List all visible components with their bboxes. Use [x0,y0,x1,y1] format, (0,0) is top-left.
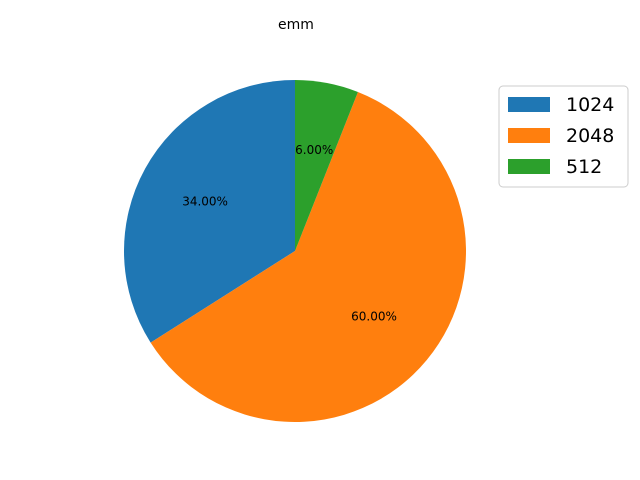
pie-slice-512 [295,80,358,251]
pie-slice-label-1024: 34.00% [182,195,228,209]
legend-label-1024: 1024 [566,94,614,116]
pie-slice-label-512: 6.00% [295,143,333,157]
pie-slice-1024 [123,79,295,343]
chart-title: emm [278,17,314,33]
legend-swatch-2048 [508,128,550,143]
pie-slice-label-2048: 60.00% [351,309,397,323]
legend: 1024 2048 512 [498,85,629,188]
pie-slice-labels: 34.00% 60.00% 6.00% [182,143,397,323]
legend-label-512: 512 [566,156,602,178]
pie-slice-2048 [150,92,466,423]
legend-swatch-512 [508,159,550,174]
legend-label-2048: 2048 [566,125,614,147]
legend-swatch-1024 [508,97,550,112]
pie-slices [123,79,466,423]
